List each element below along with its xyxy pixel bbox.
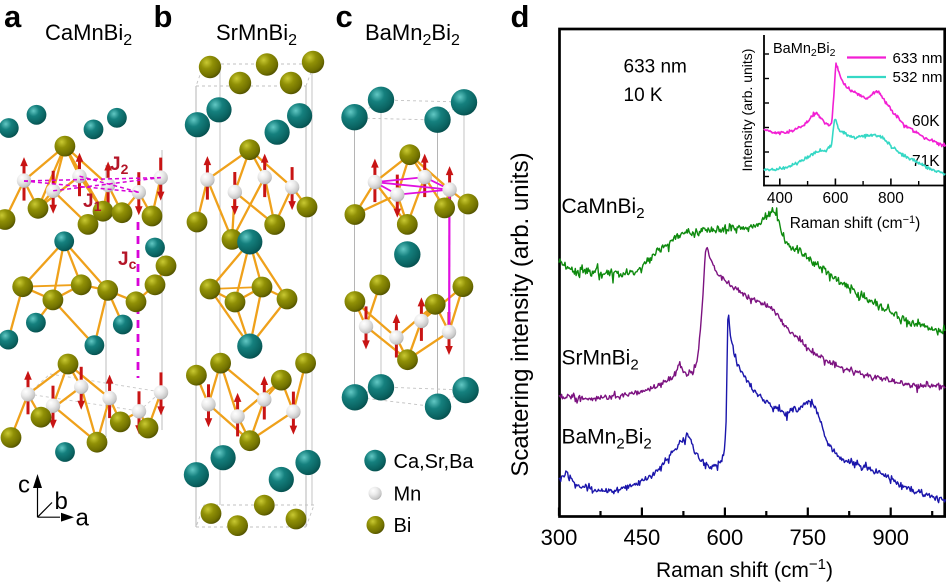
svg-text:800: 800 [878,190,904,207]
svg-text:SrMnBi2: SrMnBi2 [562,347,639,374]
svg-text:60K: 60K [912,113,940,130]
svg-text:Mn: Mn [394,484,422,506]
svg-text:BaMn2Bi2: BaMn2Bi2 [562,426,652,453]
svg-text:CaMnBi2: CaMnBi2 [45,20,132,49]
svg-text:c: c [336,0,353,34]
svg-text:d: d [511,0,530,34]
svg-text:300: 300 [541,525,578,550]
svg-text:b: b [154,0,173,34]
svg-text:900: 900 [872,525,909,550]
svg-text:Scattering intensity (arb. uni: Scattering intensity (arb. units) [507,152,534,476]
svg-text:Intensity (arb. units): Intensity (arb. units) [739,49,755,172]
svg-text:c: c [18,472,30,499]
svg-text:750: 750 [789,525,826,550]
svg-text:Raman shift (cm−1): Raman shift (cm−1) [790,214,921,232]
svg-text:10 K: 10 K [624,85,663,106]
svg-text:633 nm: 633 nm [893,50,943,67]
svg-text:633 nm: 633 nm [624,57,687,78]
svg-text:a: a [76,505,90,532]
svg-text:Raman shift (cm−1): Raman shift (cm−1) [656,556,833,582]
svg-text:532 nm: 532 nm [893,69,943,86]
svg-text:a: a [4,0,22,34]
svg-text:BaMn2Bi2: BaMn2Bi2 [365,20,460,49]
svg-text:400: 400 [767,190,793,207]
svg-text:600: 600 [707,525,744,550]
svg-text:SrMnBi2: SrMnBi2 [216,20,297,49]
svg-text:71K: 71K [912,153,940,170]
svg-text:Bi: Bi [394,515,412,537]
svg-text:Ca,Sr,Ba: Ca,Sr,Ba [394,451,475,473]
svg-text:600: 600 [822,190,848,207]
svg-text:BaMn2Bi2: BaMn2Bi2 [773,41,836,59]
svg-text:CaMnBi2: CaMnBi2 [562,195,645,222]
svg-text:450: 450 [624,525,661,550]
svg-text:b: b [55,488,68,515]
